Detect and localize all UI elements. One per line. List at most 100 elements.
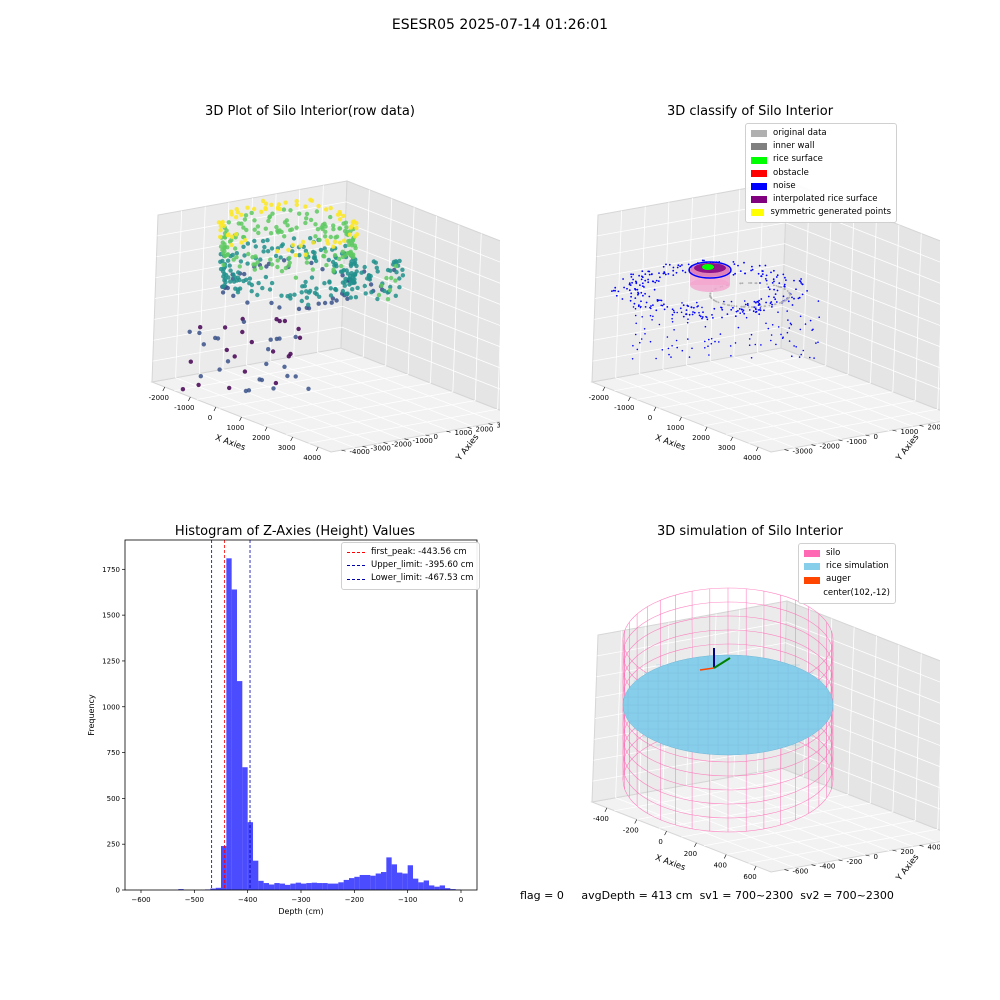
histogram-plot-area [125,540,477,890]
noise-point [744,303,747,306]
raw-gridline [263,391,453,427]
raw-data-point [249,339,254,345]
cls-x-tick-label: -1000 [614,404,634,412]
noise-point [703,259,705,262]
raw-x-tick [290,436,293,442]
noise-point [632,344,634,347]
histogram-bar [365,874,371,890]
original-data-point [754,282,757,284]
raw-data-point [225,285,230,291]
raw-data-point [253,244,258,249]
cls-y-tick-label: -1000 [847,438,867,446]
histogram-bar [263,883,269,890]
noise-point [788,340,791,342]
raw-data-point [240,329,245,335]
noise-point [771,303,773,306]
raw-data-point [333,287,338,292]
noise-point [701,316,704,318]
raw-data-point [293,275,299,280]
noise-point [733,263,736,265]
noise-point [801,293,804,296]
noise-point [782,295,785,298]
raw-data-point [294,202,299,207]
noise-point [661,349,664,351]
raw-data-point [316,203,321,209]
legend-swatch [751,169,767,177]
raw-data-point [363,291,368,296]
noise-point [750,333,753,336]
histogram-bar [317,883,323,890]
noise-point [726,313,729,315]
sim-y-tick-label: -200 [847,858,863,866]
noise-point [650,273,653,276]
cls-gridline [937,332,940,410]
noise-point [737,326,740,329]
noise-point [641,270,644,273]
noise-point [714,340,716,343]
raw-data-point [249,210,254,216]
raw-data-point [308,288,313,294]
noise-point [812,328,814,331]
raw-data-point [285,223,290,228]
raw-data-point [234,251,239,256]
cls-x-tick [755,446,759,452]
raw-gridline [293,356,473,427]
raw-data-point [382,288,387,294]
raw-data-point [374,265,379,270]
raw-data-point [297,253,302,258]
noise-point [710,337,713,340]
raw-data-point [220,290,226,295]
noise-point [772,278,775,281]
noise-point [701,317,703,320]
sim-y-tick-label: -400 [820,863,836,871]
original-data-point [710,297,713,300]
noise-point [818,316,820,318]
status-line: flag = 0 avgDepth = 413 cm sv1 = 700~230… [520,889,894,902]
legend-label: silo [826,548,841,558]
raw-data-point [326,257,331,263]
noise-point [638,304,640,306]
noise-point [614,286,617,289]
noise-point [658,272,660,274]
noise-point [767,286,770,289]
noise-point [764,278,767,280]
noise-point [704,340,706,343]
raw-data-point [261,249,266,254]
noise-point [650,305,652,307]
noise-point [737,264,739,267]
noise-point [649,314,652,317]
noise-point [639,341,641,344]
raw-data-point [324,238,330,243]
noise-point [685,313,688,316]
noise-point [641,282,644,285]
noise-point [744,272,746,275]
noise-point [775,343,777,346]
sim-x-tick [664,831,667,836]
raw-data-point [291,236,297,241]
raw-x-axis-label: X Axies [214,433,247,453]
raw-gridline [246,364,426,436]
raw-data-point [218,259,223,264]
raw-data-point [233,215,239,220]
raw-data-point [304,260,310,265]
raw-data-point [323,229,328,234]
noise-point [786,310,788,312]
noise-point [773,288,775,291]
raw-data-point [252,227,257,232]
sim-gridline [733,776,913,847]
noise-point [673,329,675,331]
cls-gridline [748,408,938,444]
histogram-bar [381,872,387,890]
raw-data-point [352,243,358,248]
histogram-bar [295,882,301,890]
raw-data-point [226,232,231,237]
raw-data-point [309,275,315,280]
raw-data-point [290,249,295,254]
noise-point [644,273,647,275]
raw-data-point [187,329,192,334]
raw-data-point [340,288,346,294]
raw-data-point [288,208,293,213]
histogram-bar [413,878,419,890]
noise-point [801,283,804,286]
panel-simulation-3d: 3D simulation of Silo Interior -400 -200 0… [560,520,940,890]
